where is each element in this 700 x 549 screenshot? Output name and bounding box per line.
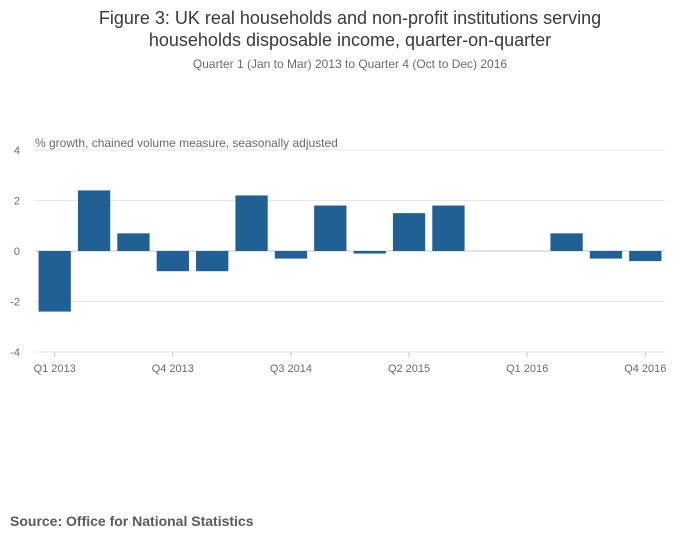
x-tick-label: Q1 2013 bbox=[34, 363, 76, 375]
bar bbox=[314, 205, 347, 251]
x-tick-label: Q2 2015 bbox=[388, 363, 430, 375]
x-tick-label: Q4 2016 bbox=[624, 363, 666, 375]
x-tick-label: Q4 2013 bbox=[152, 363, 194, 375]
bar bbox=[117, 233, 150, 251]
bar bbox=[156, 251, 189, 272]
bar-chart: % growth, chained volume measure, season… bbox=[10, 136, 666, 375]
chart-subtitle: Quarter 1 (Jan to Mar) 2013 to Quarter 4… bbox=[192, 57, 508, 71]
bar bbox=[353, 251, 386, 254]
y-tick-label: 4 bbox=[14, 145, 20, 157]
chart-title-line-1: Figure 3: UK real households and non-pro… bbox=[98, 8, 602, 28]
bar bbox=[550, 233, 583, 251]
bar bbox=[629, 251, 662, 262]
source-note: Source: Office for National Statistics bbox=[10, 513, 254, 529]
x-tick-label: Q3 2014 bbox=[270, 363, 312, 375]
chart-title-line-2: households disposable income, quarter-on… bbox=[148, 30, 552, 50]
bar bbox=[38, 251, 71, 312]
bar bbox=[589, 251, 623, 259]
bar bbox=[274, 251, 308, 259]
bar bbox=[432, 205, 465, 251]
y-tick-label: -4 bbox=[10, 347, 20, 359]
bar bbox=[235, 195, 268, 251]
x-tick-label: Q1 2016 bbox=[506, 363, 548, 375]
bar bbox=[392, 213, 426, 251]
y-tick-label: 2 bbox=[14, 196, 20, 208]
chart-title: Figure 3: UK real households and non-pro… bbox=[0, 7, 700, 51]
y-tick-label: -2 bbox=[10, 297, 20, 309]
y-tick-label: 0 bbox=[14, 246, 20, 258]
bar bbox=[77, 190, 111, 251]
bar bbox=[196, 251, 229, 272]
y-axis-label: % growth, chained volume measure, season… bbox=[35, 136, 338, 150]
